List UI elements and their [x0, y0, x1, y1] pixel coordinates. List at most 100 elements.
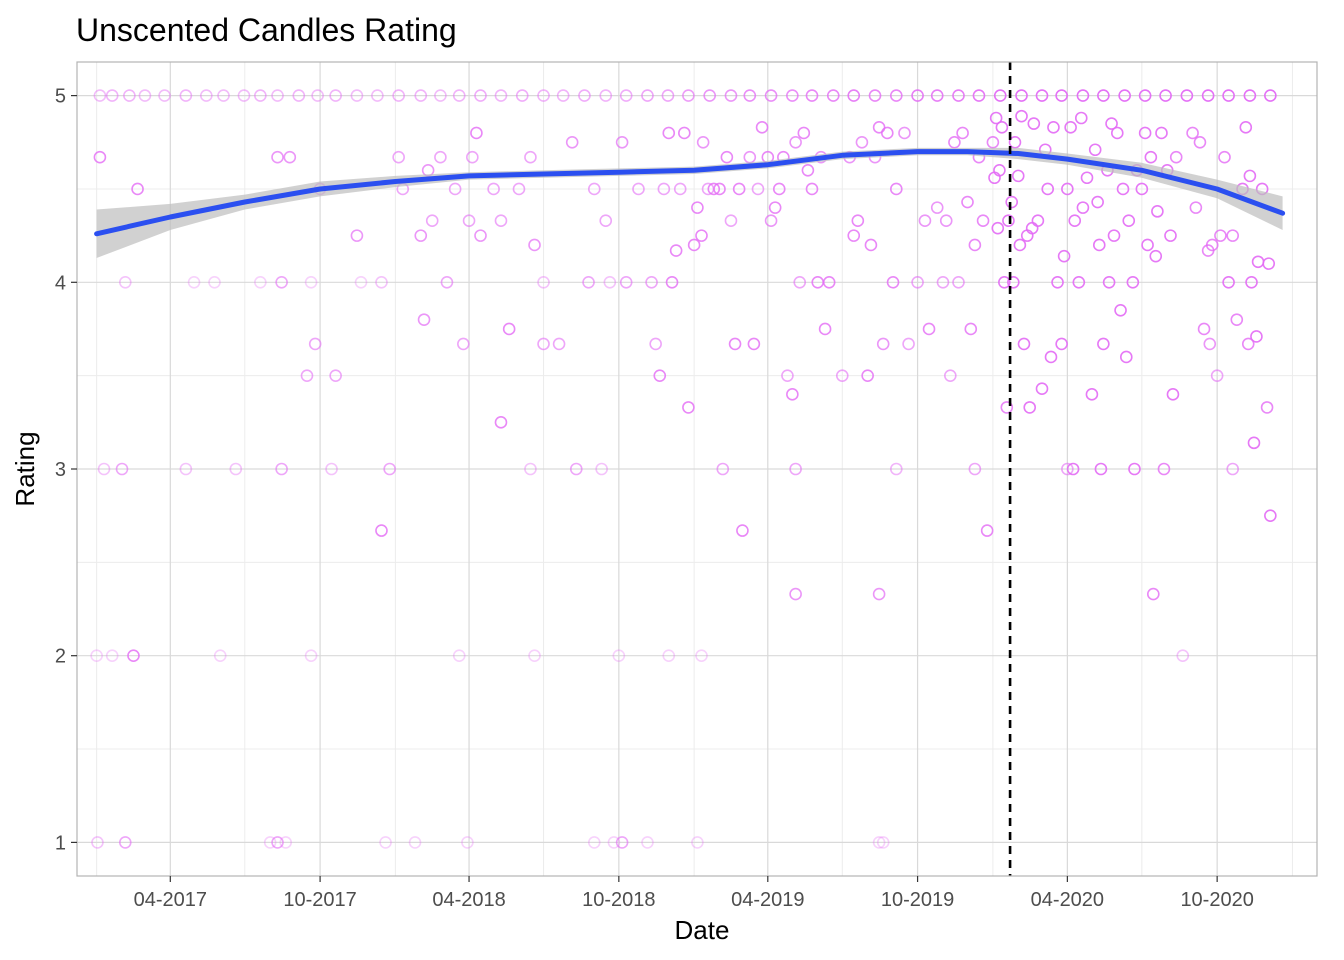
rating-point: [1051, 276, 1064, 289]
rating-point: [524, 462, 537, 476]
rating-point: [835, 369, 849, 382]
rating-point: [1243, 89, 1257, 102]
rating-point: [980, 524, 994, 537]
rating-point: [724, 214, 738, 227]
rating-point: [452, 649, 466, 662]
rating-point: [1193, 135, 1207, 149]
rating-point: [1151, 205, 1164, 218]
rating-point: [1251, 255, 1265, 269]
rating-point: [649, 337, 662, 351]
rating-point: [1102, 276, 1116, 289]
rating-point: [105, 649, 119, 662]
rating-point: [1164, 229, 1177, 242]
rating-point: [414, 229, 428, 242]
rating-point: [556, 89, 570, 102]
rating-point: [1119, 350, 1133, 364]
rating-point: [1092, 238, 1106, 252]
rating-point: [417, 313, 431, 326]
rating-point: [682, 89, 695, 102]
rating-point: [599, 89, 613, 102]
rating-point: [408, 836, 422, 849]
rating-point: [466, 150, 479, 164]
rating-point: [968, 238, 982, 252]
y-tick-label: 1: [55, 832, 66, 854]
rating-point: [1250, 330, 1263, 343]
rating-point: [1007, 276, 1020, 289]
rating-point: [661, 89, 675, 102]
rating-point: [1055, 337, 1068, 351]
rating-point: [886, 276, 900, 289]
rating-point: [993, 163, 1006, 177]
rating-point: [1000, 401, 1014, 414]
rating-point: [1189, 201, 1203, 214]
rating-point: [552, 337, 566, 351]
rating-point: [936, 276, 950, 289]
rating-point: [537, 276, 550, 289]
rating-point: [1157, 462, 1171, 476]
rating-point: [995, 121, 1009, 134]
rating-point: [952, 89, 965, 102]
rating-point: [944, 369, 957, 382]
rating-point: [607, 836, 621, 849]
rating-point: [632, 182, 645, 196]
rating-point: [1047, 121, 1060, 134]
rating-point: [1013, 238, 1027, 252]
y-axis-title: Rating: [10, 431, 40, 506]
rating-point: [179, 462, 193, 476]
x-tick-label: 04-2018: [432, 889, 505, 911]
rating-point: [375, 524, 388, 537]
rating-point: [801, 163, 815, 177]
rating-point: [123, 89, 136, 102]
rating-point: [1226, 229, 1239, 242]
rating-point: [615, 836, 629, 849]
rating-point: [619, 276, 633, 289]
rating-point: [691, 836, 704, 849]
rating-point: [434, 89, 447, 102]
rating-point: [1230, 313, 1244, 326]
rating-point: [911, 89, 924, 102]
rating-point: [961, 195, 974, 209]
rating-point: [354, 276, 368, 289]
rating-point: [764, 89, 778, 102]
rating-point: [1260, 401, 1274, 414]
rating-point: [890, 462, 903, 476]
rating-point: [329, 369, 342, 382]
rating-point: [918, 214, 932, 227]
rating-point: [786, 388, 799, 401]
rating-point: [724, 89, 738, 102]
rating-point: [118, 836, 132, 849]
rating-point: [956, 126, 969, 140]
rating-point: [329, 89, 342, 102]
rating-point: [118, 276, 132, 289]
rating-point: [615, 135, 629, 149]
rating-point: [930, 89, 944, 102]
rating-point: [876, 337, 890, 351]
rating-point: [127, 649, 140, 662]
rating-point: [461, 836, 474, 849]
rating-point: [1002, 214, 1015, 227]
rating-point: [565, 135, 579, 149]
rating-point: [673, 182, 687, 196]
rating-point: [1116, 182, 1130, 196]
rating-point: [890, 182, 903, 196]
rating-point: [1226, 462, 1239, 476]
rating-point: [876, 836, 890, 849]
rating-point: [847, 229, 861, 242]
rating-point: [97, 462, 111, 476]
rating-point: [703, 89, 716, 102]
rating-point: [213, 649, 227, 662]
rating-point: [1107, 229, 1121, 242]
rating-point: [868, 89, 882, 102]
rating-point: [1074, 111, 1088, 125]
rating-point: [304, 276, 318, 289]
rating-point: [528, 238, 541, 252]
rating-point: [279, 836, 293, 849]
rating-point: [502, 322, 516, 336]
rating-point: [789, 462, 802, 476]
rating-point: [1126, 276, 1140, 289]
rating-point: [1262, 257, 1276, 270]
rating-point: [587, 836, 601, 849]
rating-point: [743, 89, 757, 102]
rating-point: [1241, 337, 1255, 351]
chart-title: Unscented Candles Rating: [76, 12, 457, 48]
